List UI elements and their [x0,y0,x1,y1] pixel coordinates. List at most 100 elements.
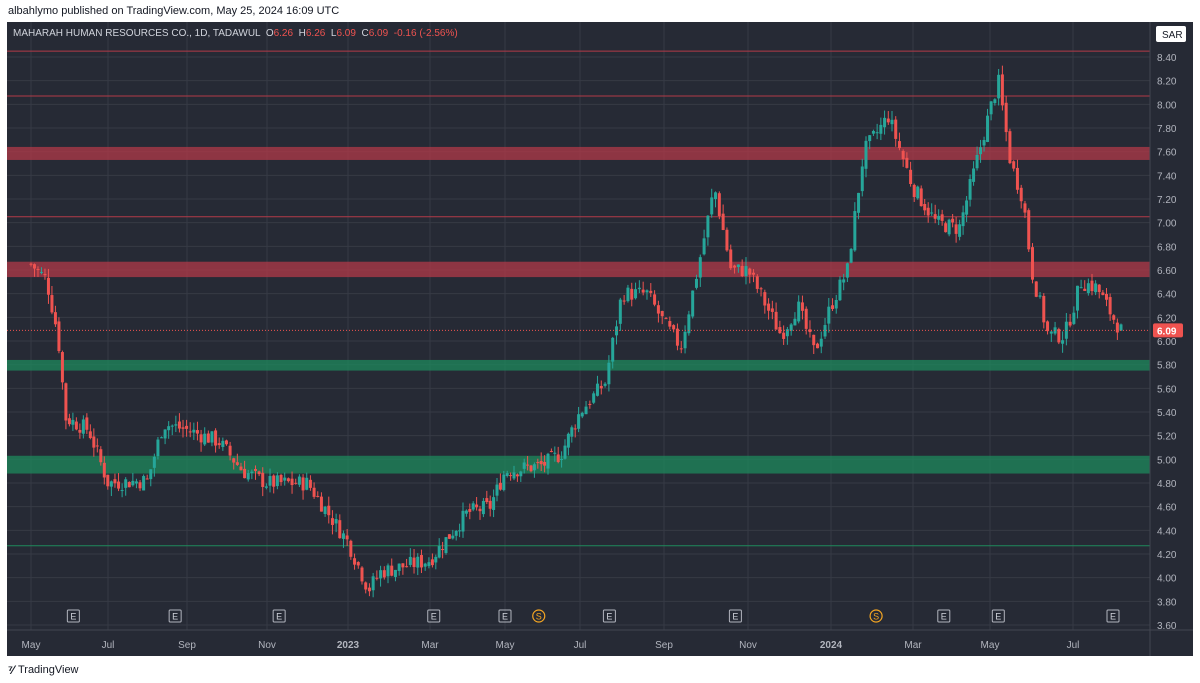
candle-body [217,443,221,446]
candle-body [785,329,789,337]
time-tick-label: 2023 [337,640,360,651]
candle-body [471,503,475,510]
candle-body [341,533,345,539]
candle-body [149,469,153,480]
candle-body [607,362,611,385]
candle-body [167,426,171,431]
price-tick-label: 5.00 [1157,455,1177,466]
candle-body [294,482,298,484]
time-tick-label: Jul [574,640,587,651]
candle-body [228,445,232,456]
candle-body [371,576,375,591]
earnings-event-icon [937,609,951,623]
candle-body [770,308,774,312]
candle-body [1030,247,1034,280]
candle-body [1119,324,1123,331]
candle-body [203,433,207,445]
candle-body [653,294,657,305]
candle-body [488,500,492,509]
price-tick-label: 6.60 [1157,266,1177,277]
candle-body [834,299,838,309]
candle-body [264,486,268,488]
price-tick-label: 6.00 [1157,337,1177,348]
candle-body [1061,340,1065,344]
candle-body [979,147,983,155]
candle-body [261,472,265,487]
candle-body [933,214,937,219]
candle-body [637,287,641,290]
earnings-event-icon [427,609,441,623]
candle-body [975,154,979,169]
candle-body [982,140,986,146]
candle-body [717,193,721,217]
split-event-icon [532,609,546,623]
legend-part: C [361,28,368,39]
candle-body [312,487,316,497]
price-tick-label: 5.20 [1157,432,1177,443]
candle-body [71,419,75,425]
candle-body [804,308,808,329]
tradingview-logo-icon: ⁷⁄ [8,662,14,677]
candle-body [305,477,309,490]
candle-body [235,462,239,465]
chart-area[interactable]: 3.60 3.80 4.00 4.20 4.40 4.60 4.80 5.00 5.20 5.40… [7,22,1193,656]
price-tick-label: 5.40 [1157,408,1177,419]
candle-body [102,462,106,478]
candle-body [687,314,691,334]
candle-body [1094,283,1098,293]
time-tick-label: Nov [258,640,276,651]
candle-body [789,324,793,331]
legend-part: 6.26 [306,28,331,39]
candle-body [864,140,868,169]
candle-body [905,157,909,168]
candle-body [113,479,117,484]
candle-body [668,321,672,327]
candle-body [461,510,465,532]
candle-body [408,556,412,565]
price-tick-label: 6.80 [1157,242,1177,253]
candle-body [515,474,519,477]
publish-info: albahlymo published on TradingView.com, … [8,5,340,17]
candle-body [239,466,243,471]
candle-body [127,482,131,488]
price-tick-label: 4.20 [1157,550,1177,561]
time-tick-label: 2024 [820,640,843,651]
candle-body [50,295,54,313]
candle-body [1097,284,1101,293]
candle-body [672,325,676,330]
candle-body [649,290,653,293]
time-tick-label: Mar [904,640,922,651]
candle-body [630,288,634,300]
candle-body [883,117,887,128]
candlestick-chart[interactable]: 3.60 3.80 4.00 4.20 4.40 4.60 4.80 5.00 5.20 5.40… [7,22,1193,656]
candle-body [683,331,687,349]
candle-body [778,327,782,334]
candle-body [767,303,771,311]
tradingview-logo[interactable]: ⁷⁄ TradingView [8,663,79,677]
price-tick-label: 8.40 [1157,53,1177,64]
candle-body [1104,293,1108,300]
candle-body [1079,287,1083,289]
price-tick-label: 4.40 [1157,526,1177,537]
candle-body [774,311,778,330]
last-price-label: 6.09 [1157,326,1177,337]
earnings-event-icon [272,609,286,623]
candle-body [702,238,706,255]
legend-line: MAHARAH HUMAN RESOURCES CO., 1D, TADAWUL… [13,28,458,39]
price-tick-label: 8.20 [1157,77,1177,88]
candle-body [721,213,725,231]
price-tick-label: 3.60 [1157,621,1177,632]
candle-body [174,424,178,426]
candle-body [468,509,472,512]
candle-body [993,99,997,104]
candle-body [937,215,941,220]
candle-body [595,383,599,396]
candle-body [553,452,557,454]
legend-part: -0.16 (-2.56%) [394,28,458,39]
candle-body [580,412,584,417]
candle-body [849,248,853,263]
candle-body [451,535,455,539]
candle-body [345,535,349,540]
candle-body [60,352,64,383]
candle-body [930,212,934,214]
